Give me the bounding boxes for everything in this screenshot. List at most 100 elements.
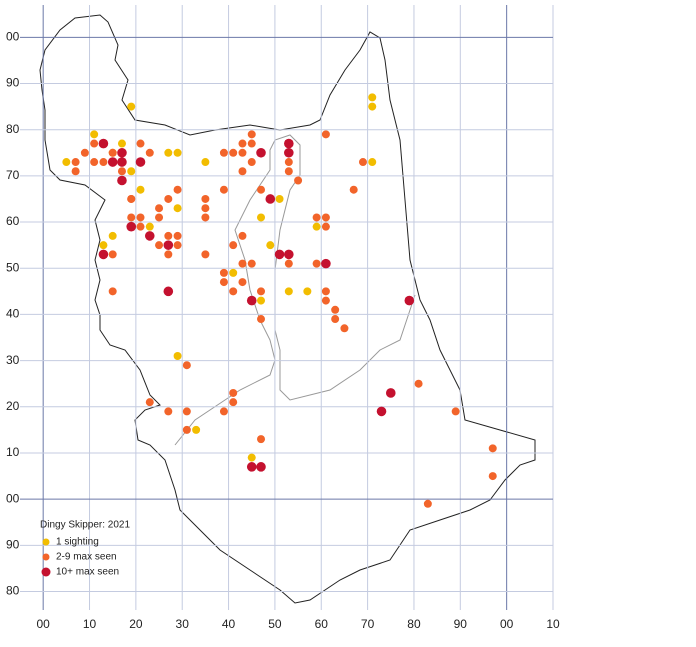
record-dot: [257, 213, 266, 222]
record-dot: [164, 148, 173, 157]
record-dot: [173, 185, 182, 194]
y-tick-label: 50: [6, 260, 20, 274]
legend-title: Dingy Skipper: 2021: [40, 520, 130, 531]
record-dot: [321, 258, 331, 269]
record-dot: [238, 231, 247, 240]
district-boundary: [174, 134, 416, 446]
record-dot: [117, 147, 127, 158]
record-dot: [155, 204, 164, 213]
record-dot: [127, 194, 136, 203]
legend: Dingy Skipper: 2021: [40, 520, 130, 531]
record-dot: [108, 250, 117, 259]
y-tick-label: 00: [6, 30, 20, 44]
record-dot: [266, 241, 275, 250]
record-dot: [303, 287, 312, 296]
x-tick-label: 50: [268, 617, 282, 631]
record-dot: [80, 148, 89, 157]
record-dot: [274, 249, 285, 260]
x-tick-label: 40: [222, 617, 236, 631]
record-dot: [201, 250, 210, 259]
record-dot: [127, 167, 136, 176]
record-dot: [108, 231, 117, 240]
record-dot: [257, 287, 266, 296]
record-dot: [238, 278, 247, 287]
record-dot: [192, 425, 201, 434]
records: [62, 93, 497, 508]
record-dot: [163, 240, 174, 250]
y-tick-label: 60: [6, 214, 20, 228]
record-dot: [247, 259, 256, 268]
record-dot: [488, 472, 497, 481]
record-dot: [144, 231, 155, 241]
x-tick-label: 60: [315, 617, 329, 631]
x-tick-label: 90: [454, 617, 468, 631]
record-dot: [136, 222, 145, 231]
x-tick-label: 10: [546, 617, 560, 631]
record-dot: [414, 379, 423, 388]
record-dot: [451, 407, 460, 416]
record-dot: [238, 259, 247, 268]
grid: [20, 5, 554, 610]
record-dot: [404, 295, 415, 306]
record-dot: [229, 398, 238, 407]
record-dot: [219, 278, 228, 287]
record-dot: [90, 139, 99, 148]
record-dot: [257, 185, 266, 194]
record-dot: [229, 388, 238, 397]
record-dot: [257, 435, 266, 444]
record-dot: [182, 425, 191, 434]
record-dot: [238, 139, 247, 148]
record-dot: [284, 259, 293, 268]
record-dot: [229, 148, 238, 157]
record-dot: [164, 231, 173, 240]
legend-swatch: [42, 538, 50, 546]
record-dot: [182, 361, 191, 370]
record-dot: [145, 398, 154, 407]
record-dot: [238, 167, 247, 176]
y-tick-label: 90: [6, 538, 20, 552]
y-tick-label: 10: [6, 445, 20, 459]
record-dot: [107, 157, 118, 167]
record-dot: [173, 148, 182, 157]
record-dot: [368, 102, 377, 111]
record-dot: [331, 305, 340, 314]
record-dot: [135, 157, 146, 167]
y-tick-label: 30: [6, 353, 20, 367]
record-dot: [136, 139, 145, 148]
y-tick-label: 80: [6, 584, 20, 598]
record-dot: [117, 175, 127, 186]
record-dot: [136, 185, 145, 194]
record-dot: [247, 453, 256, 462]
record-dot: [98, 249, 109, 260]
x-tick-label: 10: [83, 617, 97, 631]
record-dot: [90, 158, 99, 167]
record-dot: [385, 388, 396, 398]
record-dot: [201, 204, 210, 213]
record-dot: [284, 287, 293, 296]
record-dot: [136, 213, 145, 222]
x-tick-label: 00: [36, 617, 50, 631]
record-dot: [127, 102, 136, 111]
legend-swatch: [41, 567, 51, 577]
record-dot: [321, 213, 330, 222]
record-dot: [331, 315, 340, 324]
record-dot: [368, 158, 377, 167]
x-tick-label: 80: [407, 617, 421, 631]
record-dot: [71, 167, 80, 176]
record-dot: [488, 444, 497, 453]
record-dot: [275, 194, 284, 203]
record-dot: [247, 158, 256, 167]
record-dot: [294, 176, 303, 185]
record-dot: [321, 130, 330, 139]
record-dot: [145, 148, 154, 157]
record-dot: [312, 213, 321, 222]
record-dot: [256, 462, 266, 472]
legend-label: 10+ max seen: [56, 567, 119, 578]
record-dot: [257, 315, 266, 324]
record-dot: [99, 158, 108, 167]
record-dot: [321, 222, 330, 231]
record-dot: [246, 462, 257, 472]
x-tick-label: 20: [129, 617, 143, 631]
record-dot: [284, 249, 294, 260]
record-dot: [312, 259, 321, 268]
